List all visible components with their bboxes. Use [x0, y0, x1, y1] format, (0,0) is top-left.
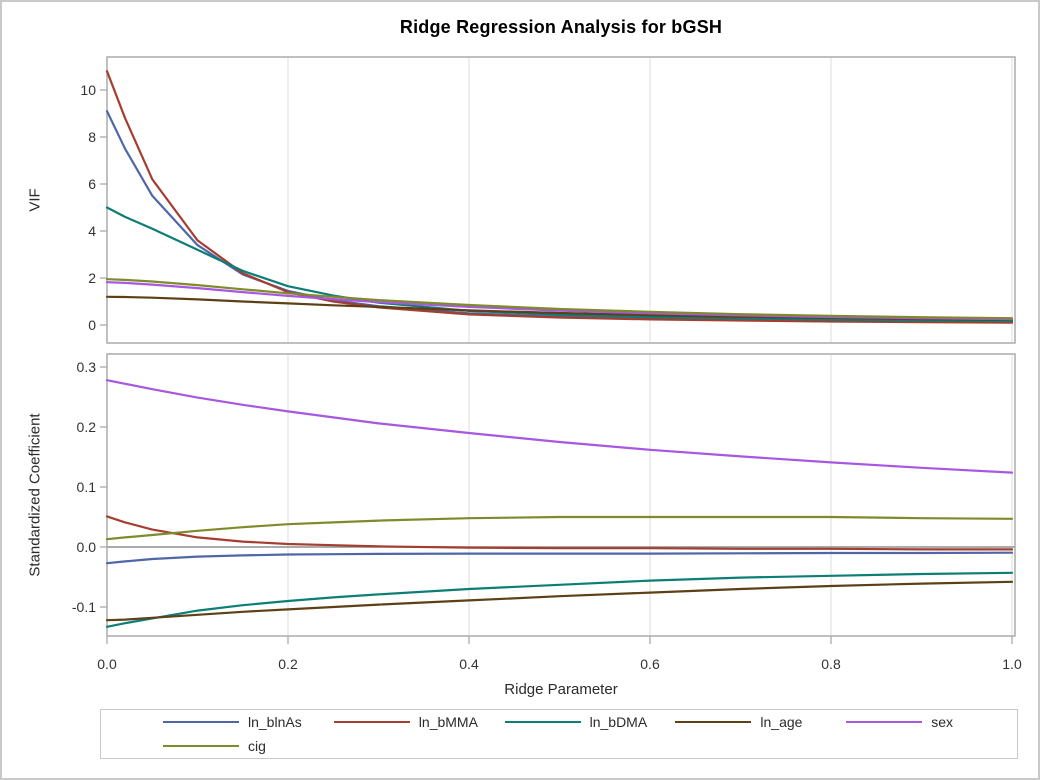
legend-entry-ln_age: ln_age — [675, 714, 846, 730]
x-tick-label: 0.8 — [821, 656, 841, 672]
series-line-ln_bMMA — [105, 515, 1014, 551]
series-line-sex — [105, 281, 1014, 321]
y-tick-label-vif: 0 — [88, 317, 96, 333]
legend-entry-ln_bMMA: ln_bMMA — [333, 714, 505, 730]
y-tick-label-vif: 2 — [88, 270, 96, 286]
series-line-cig — [105, 278, 1014, 320]
legend-label: sex — [931, 714, 953, 730]
legend-label: cig — [248, 738, 266, 754]
x-tick-label: 0.0 — [97, 656, 117, 672]
y-tick-label-vif: 6 — [88, 176, 96, 192]
y-tick-label-vif: 10 — [80, 82, 96, 98]
legend-line-swatch-ln_blnAs — [163, 721, 239, 723]
series-line-sex — [105, 379, 1014, 474]
legend-entry-sex: sex — [846, 714, 1017, 730]
x-tick-marks — [106, 636, 1013, 644]
gridlines — [287, 355, 1013, 635]
y-tick-marks — [100, 89, 107, 326]
legend-label: ln_age — [760, 714, 803, 730]
legend: ln_blnAs ln_bMMA ln_bDMA ln_age sex cig — [100, 709, 1018, 759]
chart-title: Ridge Regression Analysis for bGSH — [399, 17, 723, 37]
series-line-ln_bMMA — [105, 70, 1014, 324]
y-tick-label-coefficients: -0.1 — [71, 599, 96, 615]
legend-entry-ln_bDMA: ln_bDMA — [504, 714, 676, 730]
legend-label: ln_bDMA — [589, 714, 648, 730]
y-tick-marks — [100, 366, 107, 608]
legend-line-swatch-ln_age — [675, 721, 752, 723]
legend-line-swatch-ln_bMMA — [333, 721, 410, 723]
x-axis-label: Ridge Parameter — [504, 681, 618, 698]
series-line-ln_blnAs — [105, 551, 1014, 565]
y-tick-label-coefficients: 0.1 — [76, 479, 96, 495]
x-tick-label: 1.0 — [1002, 656, 1022, 672]
legend-label: ln_bMMA — [418, 714, 478, 730]
legend-row: cig — [101, 734, 1017, 758]
series-line-cig — [105, 515, 1014, 541]
series-line-ln_age — [105, 580, 1014, 622]
legend-line-swatch-ln_bDMA — [504, 721, 581, 723]
legend-entry-ln_blnAs: ln_blnAs — [163, 714, 334, 730]
legend-label: ln_blnAs — [248, 714, 302, 730]
legend-rows: ln_blnAs ln_bMMA ln_bDMA ln_age sex cig — [101, 710, 1017, 758]
legend-line-swatch-cig — [163, 745, 239, 747]
legend-entry-cig: cig — [163, 738, 335, 754]
coefficient-y-axis-label: Standardized Coefficient — [26, 413, 44, 577]
y-tick-label-vif: 4 — [88, 223, 96, 239]
y-tick-label-vif: 8 — [88, 129, 96, 145]
panel-wall-coefficients — [106, 353, 1016, 637]
y-tick-label-coefficients: 0.0 — [76, 539, 96, 555]
series-line-ln_bDMA — [105, 206, 1014, 323]
series-line-ln_bDMA — [105, 571, 1014, 628]
legend-line-swatch-sex — [846, 721, 923, 723]
y-tick-label-coefficients: 0.3 — [76, 359, 96, 375]
y-tick-label-coefficients: 0.2 — [76, 419, 96, 435]
x-tick-label: 0.4 — [459, 656, 479, 672]
gridlines — [287, 58, 1013, 342]
x-tick-label: 0.6 — [640, 656, 660, 672]
legend-row: ln_blnAs ln_bMMA ln_bDMA ln_age sex — [101, 710, 1017, 734]
x-tick-label: 0.2 — [278, 656, 298, 672]
vif-y-axis-label: VIF — [26, 188, 44, 212]
panel-wall-vif — [106, 56, 1016, 344]
